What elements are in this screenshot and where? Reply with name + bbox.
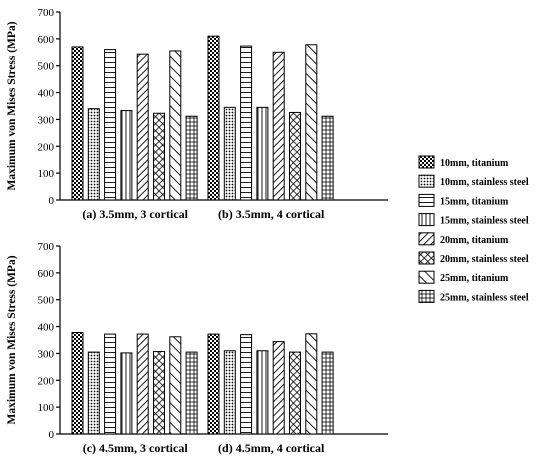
bar bbox=[87, 108, 100, 201]
legend-item: 20mm, titanium bbox=[418, 232, 509, 246]
y-tick-label: 700 bbox=[38, 7, 55, 19]
legend-item: 15mm, titanium bbox=[418, 193, 509, 207]
bar bbox=[120, 352, 133, 435]
bar bbox=[153, 351, 165, 435]
y-tick-label: 500 bbox=[38, 295, 55, 307]
legend-item: 20mm, stainless steel bbox=[418, 251, 529, 265]
bar bbox=[272, 51, 285, 201]
y-axis-title: Maximum von Mises Stress (MPa) bbox=[6, 255, 18, 424]
bar bbox=[207, 35, 220, 201]
y-tick-label: 500 bbox=[38, 61, 55, 73]
legend-swatch bbox=[418, 213, 435, 227]
y-tick-label: 0 bbox=[49, 429, 55, 441]
bar bbox=[223, 106, 236, 201]
bar bbox=[240, 45, 253, 201]
legend-item: 25mm, titanium bbox=[418, 270, 509, 284]
bar bbox=[71, 331, 84, 435]
legend-item: 10mm, titanium bbox=[418, 155, 509, 169]
bar-group bbox=[207, 333, 334, 435]
legend-swatch bbox=[418, 193, 435, 207]
y-tick-label: 0 bbox=[49, 195, 55, 207]
legend-label: 15mm, titanium bbox=[440, 196, 509, 207]
legend-item: 15mm, stainless steel bbox=[418, 213, 529, 227]
panel-label: (c) 4.5mm, 3 cortical bbox=[83, 441, 189, 455]
y-tick-label: 600 bbox=[38, 268, 55, 280]
bar bbox=[272, 341, 285, 435]
bar bbox=[87, 351, 100, 435]
panel-label: (d) 4.5mm, 4 cortical bbox=[218, 441, 325, 455]
bar bbox=[153, 112, 165, 201]
legend-label: 15mm, stainless steel bbox=[440, 216, 529, 227]
y-axis-title: Maximum von Mises Stress (MPa) bbox=[6, 21, 18, 190]
bar bbox=[289, 351, 301, 435]
y-tick-label: 600 bbox=[38, 34, 55, 46]
legend-label: 25mm, titanium bbox=[440, 273, 509, 284]
bar bbox=[289, 111, 301, 201]
legend-label: 20mm, stainless steel bbox=[440, 254, 529, 265]
y-tick-label: 100 bbox=[38, 168, 55, 180]
legend: 10mm, titanium 10mm, stainless steel 15mm,… bbox=[418, 155, 529, 303]
bar-group bbox=[71, 46, 198, 201]
bar bbox=[104, 333, 117, 435]
bar bbox=[120, 110, 133, 201]
legend-swatch bbox=[418, 270, 435, 284]
legend-swatch bbox=[418, 232, 435, 246]
y-tick-label: 100 bbox=[38, 402, 55, 414]
bar bbox=[321, 115, 334, 201]
y-tick-label: 700 bbox=[38, 241, 55, 253]
y-tick-label: 400 bbox=[38, 322, 55, 334]
bar bbox=[185, 115, 198, 201]
legend-swatch bbox=[418, 174, 435, 188]
bar-group bbox=[207, 35, 334, 201]
legend-swatch bbox=[418, 251, 435, 265]
bar bbox=[305, 44, 318, 201]
plots-layer: 0 100 200 300 400 500 600 700 Maximum von Mises … bbox=[6, 7, 388, 455]
bar bbox=[136, 333, 149, 435]
legend-swatch bbox=[418, 289, 435, 303]
legend-label: 20mm, titanium bbox=[440, 235, 509, 246]
bar-group bbox=[71, 331, 198, 435]
bar bbox=[169, 336, 182, 435]
legend-item: 25mm, stainless steel bbox=[418, 289, 529, 303]
y-tick-label: 300 bbox=[38, 348, 55, 360]
y-tick-label: 400 bbox=[38, 88, 55, 100]
y-tick-label: 300 bbox=[38, 114, 55, 126]
legend-label: 10mm, titanium bbox=[440, 158, 509, 169]
panel-label: (a) 3.5mm, 3 cortical bbox=[82, 207, 188, 221]
bar bbox=[240, 334, 253, 435]
legend-item: 10mm, stainless steel bbox=[418, 174, 529, 188]
bar bbox=[256, 350, 269, 435]
axes-row-1: 0 100 200 300 400 500 600 700 Maximum von Mises … bbox=[6, 7, 388, 207]
y-tick-label: 200 bbox=[38, 141, 55, 153]
bar bbox=[136, 53, 149, 201]
bar bbox=[256, 106, 269, 201]
panel-label: (b) 3.5mm, 4 cortical bbox=[218, 207, 325, 221]
bar bbox=[71, 46, 84, 201]
bar bbox=[305, 333, 318, 435]
legend-label: 25mm, stainless steel bbox=[440, 292, 529, 303]
bar bbox=[169, 50, 182, 201]
bar bbox=[207, 333, 220, 435]
y-tick-label: 200 bbox=[38, 375, 55, 387]
bar bbox=[321, 351, 334, 435]
legend-label: 10mm, stainless steel bbox=[440, 177, 529, 188]
legend-swatch bbox=[418, 155, 435, 169]
bar bbox=[223, 350, 236, 435]
bar bbox=[185, 351, 198, 435]
bar bbox=[104, 49, 117, 201]
